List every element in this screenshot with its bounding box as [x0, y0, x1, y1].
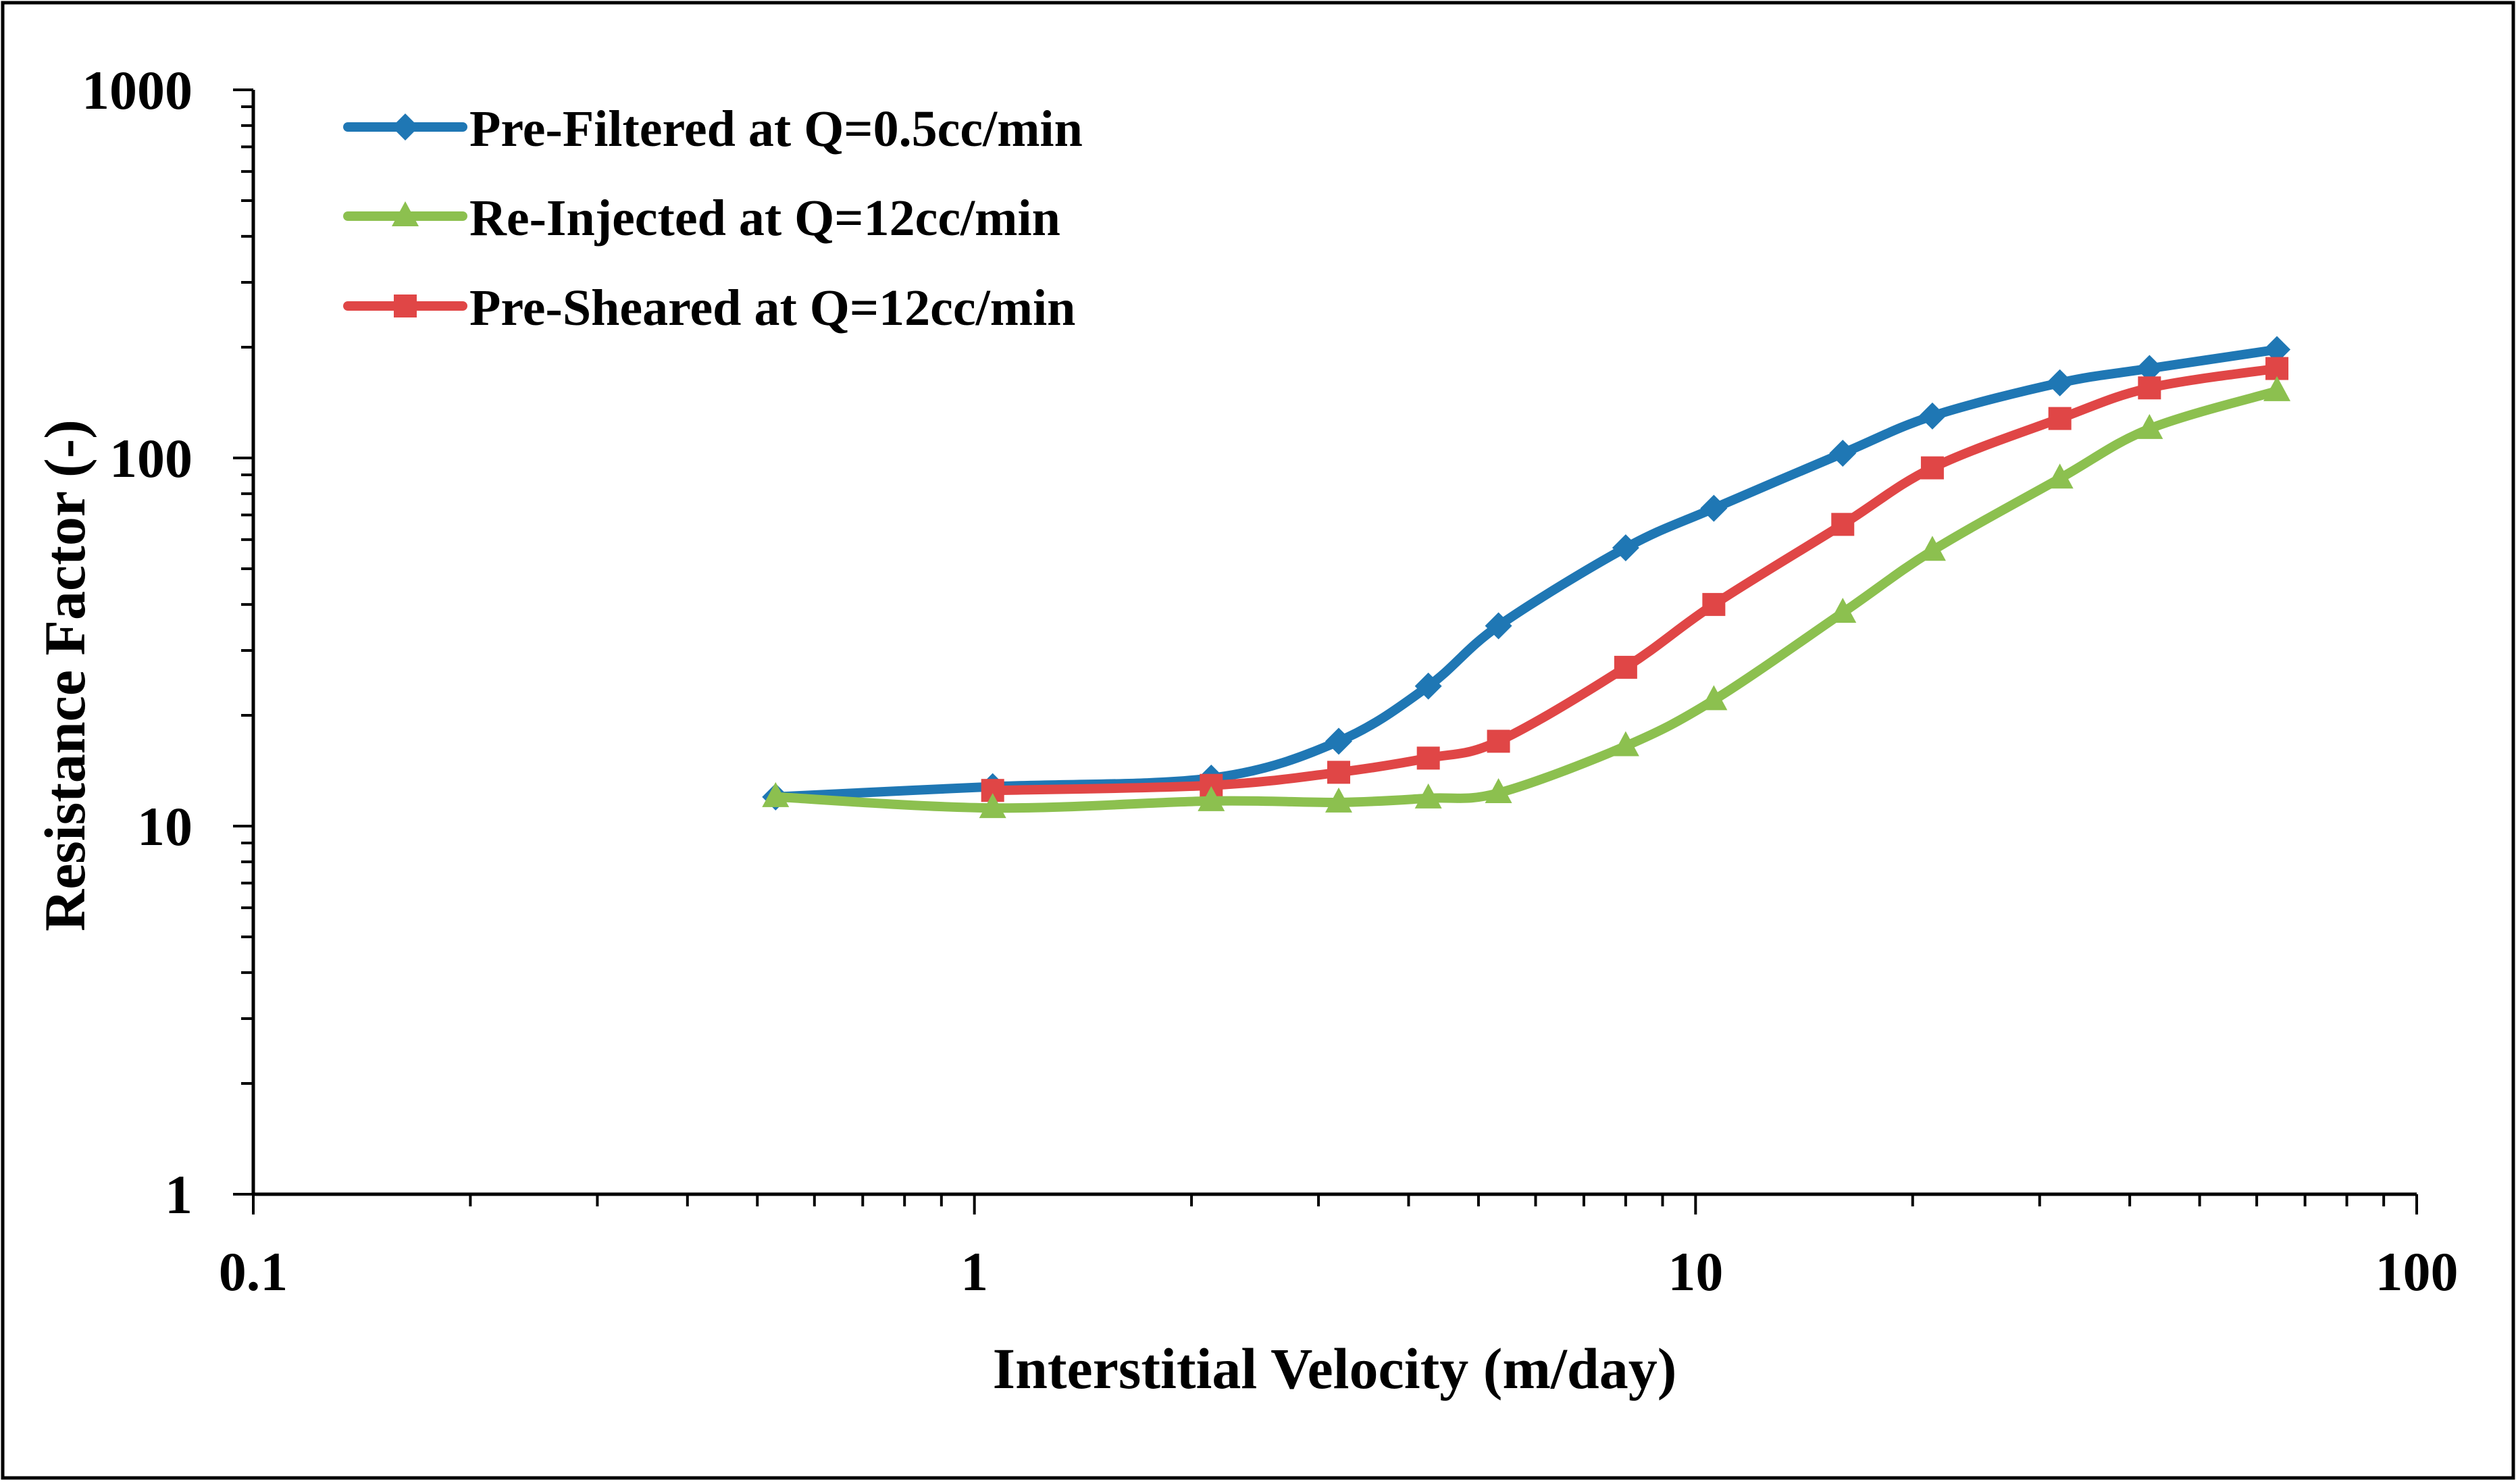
data-point-triangle: [1485, 778, 1512, 804]
data-point-diamond: [2046, 369, 2074, 396]
data-point-diamond: [1700, 494, 1728, 522]
data-point-triangle: [2263, 376, 2291, 401]
legend-marker-diamond: [392, 113, 419, 140]
data-point-triangle: [1325, 787, 1352, 813]
legend-label: Pre-Sheared at Q=12cc/min: [469, 280, 1075, 336]
legend-label: Re-Injected at Q=12cc/min: [469, 190, 1060, 247]
data-point-diamond: [1612, 534, 1639, 562]
series-square: [981, 357, 2289, 802]
data-point-triangle: [2046, 463, 2074, 489]
y-tick-label: 1000: [82, 59, 192, 121]
y-tick-label: 10: [137, 796, 192, 857]
data-point-triangle: [979, 793, 1006, 819]
y-axis-label: Resistance Factor (-): [32, 419, 97, 931]
data-point-triangle: [762, 782, 790, 807]
data-point-triangle: [1918, 536, 1946, 561]
y-tick-label: 1: [165, 1164, 192, 1225]
x-tick-label: 1: [960, 1241, 988, 1302]
data-point-triangle: [1612, 731, 1639, 757]
data-point-diamond: [1414, 672, 1442, 700]
axes: 1 10 100 1000 0.1 1 10 100: [82, 59, 2459, 1302]
data-point-diamond: [1829, 440, 1857, 467]
legend-marker-triangle: [392, 201, 419, 226]
data-point-triangle: [1700, 685, 1728, 711]
x-tick-label: 100: [2376, 1241, 2459, 1302]
data-point-diamond: [2136, 355, 2163, 382]
data-point-diamond: [1918, 402, 1946, 430]
data-point-diamond: [2263, 336, 2291, 363]
data-point-square: [2265, 357, 2289, 380]
data-point-square: [1831, 513, 1855, 536]
data-point-triangle: [1414, 783, 1442, 809]
data-point-square: [2048, 407, 2072, 430]
data-point-square: [1702, 592, 1726, 616]
data-point-diamond: [1485, 612, 1512, 640]
x-axis-label: Interstitial Velocity (m/day): [993, 1336, 1677, 1401]
y-tick-label: 100: [109, 428, 192, 489]
data-point-square: [1920, 456, 1944, 480]
legend: Pre-Filtered at Q=0.5cc/min Re-Injected a…: [343, 101, 1083, 336]
legend-label: Pre-Filtered at Q=0.5cc/min: [469, 101, 1083, 157]
x-tick-label: 0.1: [219, 1241, 288, 1302]
data-point-diamond: [1325, 727, 1352, 755]
series-triangle: [762, 376, 2291, 819]
data-point-square: [1487, 730, 1510, 753]
legend-marker-square: [394, 295, 417, 317]
data-point-triangle: [2136, 413, 2163, 439]
x-tick-label: 10: [1668, 1241, 1723, 1302]
data-point-square: [1416, 746, 1440, 770]
data-point-triangle: [1198, 786, 1225, 811]
plot-series: [762, 336, 2291, 819]
data-point-square: [2138, 376, 2161, 400]
data-point-square: [1614, 655, 1637, 679]
data-point-triangle: [1829, 598, 1857, 623]
data-point-square: [1327, 761, 1350, 784]
